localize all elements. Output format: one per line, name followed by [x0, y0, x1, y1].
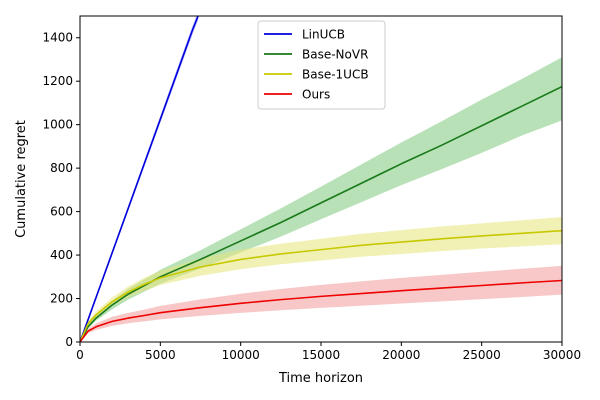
y-tick-label: 1400	[42, 31, 73, 45]
legend: LinUCB Base-NoVR Base-1UCB Ours	[257, 20, 386, 110]
line-linucb	[80, 16, 199, 342]
y-tick-label: 400	[50, 248, 73, 262]
band-base-1ucb	[80, 217, 562, 342]
x-tick-label: 0	[76, 348, 84, 362]
x-tick-label: 5000	[145, 348, 176, 362]
band-base-novr	[80, 57, 562, 342]
y-tick-label: 1000	[42, 118, 73, 132]
y-tick-label: 200	[50, 292, 73, 306]
band-ours	[80, 265, 562, 342]
y-axis: 0 200 400 600 800 1000 1200 1400	[42, 31, 80, 349]
y-axis-label: Cumulative regret	[14, 120, 29, 238]
series-lines	[80, 16, 562, 342]
y-tick-label: 1200	[42, 74, 73, 88]
legend-label-base-novr: Base-NoVR	[302, 48, 368, 62]
line-base-1ucb	[80, 229, 562, 342]
x-tick-label: 10000	[222, 348, 260, 362]
x-tick-label: 25000	[463, 348, 501, 362]
x-axis: 0 5000 10000 15000 20000 25000 30000	[76, 342, 581, 362]
x-tick-label: 20000	[382, 348, 420, 362]
x-tick-label: 15000	[302, 348, 340, 362]
x-tick-label: 30000	[543, 348, 581, 362]
line-ours	[80, 279, 562, 342]
legend-label-base-1ucb: Base-1UCB	[302, 68, 369, 82]
x-axis-label: Time horizon	[278, 371, 363, 386]
legend-label-ours: Ours	[302, 88, 330, 102]
legend-box	[257, 20, 386, 110]
y-tick-label: 800	[50, 161, 73, 175]
y-tick-label: 600	[50, 205, 73, 219]
legend-label-linucb: LinUCB	[302, 28, 345, 42]
y-tick-label: 0	[65, 335, 73, 349]
line-base-novr	[80, 85, 562, 342]
